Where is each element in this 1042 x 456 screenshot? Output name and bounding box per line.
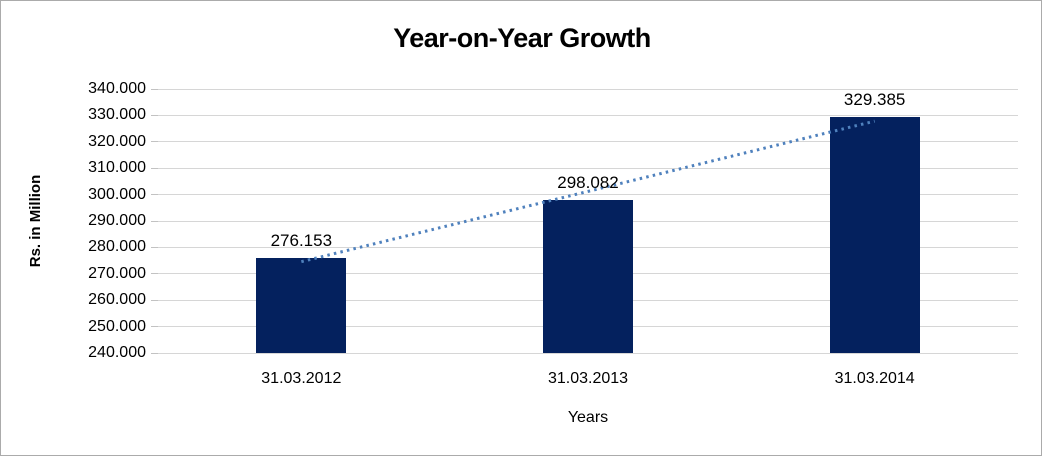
y-tick-mark [151, 141, 158, 143]
gridline [158, 88, 1018, 90]
y-tick-mark [151, 194, 158, 196]
y-tick-mark [151, 273, 158, 275]
y-tick-label: 340.000 [88, 80, 146, 97]
y-tick-label: 290.000 [88, 212, 146, 229]
y-tick-mark [151, 88, 158, 90]
plot-area [158, 88, 1018, 354]
y-tick-label: 270.000 [88, 264, 146, 282]
x-tick-label: 31.03.2013 [547, 370, 629, 387]
bar [829, 117, 920, 353]
x-axis-title: Years [567, 409, 609, 426]
bar [256, 257, 347, 353]
bar-value-label: 298.082 [557, 172, 619, 192]
y-tick-mark [151, 114, 158, 116]
y-tick-label: 260.000 [88, 291, 146, 309]
y-tick-mark [151, 167, 158, 169]
y-tick-mark [151, 326, 158, 328]
y-tick-label: 300.000 [88, 185, 146, 203]
y-tick-mark [151, 299, 158, 301]
gridline [158, 352, 1018, 354]
y-tick-label: 240.000 [88, 344, 146, 361]
bar [543, 199, 633, 353]
bar-value-label: 276.153 [270, 230, 333, 250]
gridline [158, 114, 1018, 116]
y-tick-label: 310.000 [88, 159, 146, 177]
x-tick-label: 31.03.2014 [834, 370, 915, 387]
y-tick-mark [151, 352, 158, 354]
y-tick-label: 320.000 [88, 132, 146, 150]
y-tick-label: 280.000 [88, 238, 146, 256]
bar-value-label: 329.385 [843, 90, 906, 110]
y-tick-mark [151, 246, 158, 248]
y-tick-label: 250.000 [88, 317, 146, 335]
y-tick-label: 330.000 [88, 106, 146, 124]
chart-title: Year-on-Year Growth [393, 23, 651, 53]
x-tick-label: 31.03.2012 [261, 370, 342, 387]
y-tick-mark [151, 220, 158, 222]
